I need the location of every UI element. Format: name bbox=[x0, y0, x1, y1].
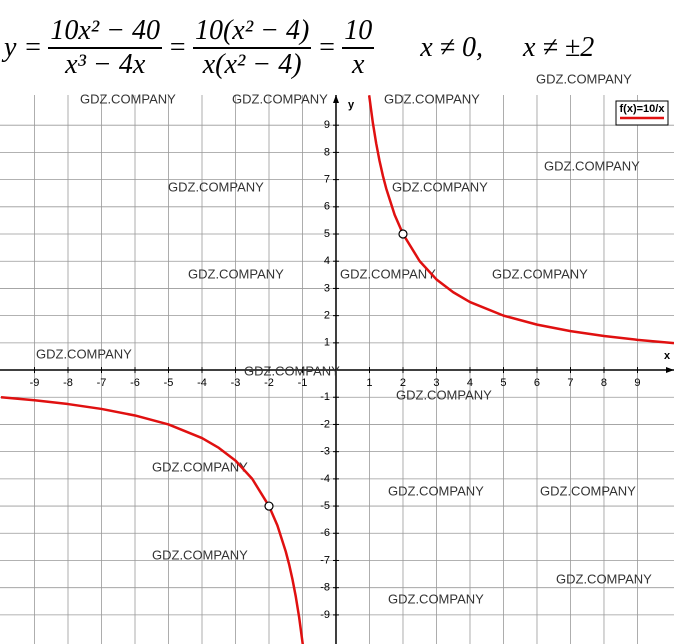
formula-lhs: y = bbox=[4, 32, 43, 63]
watermark: GDZ.COMPANY bbox=[152, 547, 248, 562]
x-tick-label: -5 bbox=[164, 377, 174, 389]
y-tick-label: -2 bbox=[320, 418, 330, 430]
formula: y = 10x² − 40 x³ − 4x = 10(x² − 4) x(x² − … bbox=[4, 4, 594, 92]
x-tick-label: -1 bbox=[298, 377, 308, 389]
y-tick-label: -8 bbox=[320, 582, 330, 594]
watermark: GDZ.COMPANY bbox=[396, 387, 492, 402]
watermark: GDZ.COMPANY bbox=[540, 483, 636, 498]
watermark: GDZ.COMPANY bbox=[168, 179, 264, 194]
x-tick-label: 3 bbox=[433, 377, 439, 389]
x-tick-label: 5 bbox=[500, 377, 506, 389]
y-tick-label: 1 bbox=[324, 337, 330, 349]
x-tick-label: 6 bbox=[534, 377, 540, 389]
watermark: GDZ.COMPANY bbox=[388, 591, 484, 606]
watermark: GDZ.COMPANY bbox=[244, 363, 340, 378]
denominator: x bbox=[352, 49, 365, 80]
y-tick-label: 5 bbox=[324, 228, 330, 240]
fraction: 10 x bbox=[342, 15, 375, 81]
x-axis-label: x bbox=[664, 350, 671, 362]
x-tick-label: 4 bbox=[467, 377, 473, 389]
x-tick-label: 9 bbox=[634, 377, 640, 389]
watermark: GDZ.COMPANY bbox=[388, 483, 484, 498]
x-tick-label: 7 bbox=[567, 377, 573, 389]
equals: = bbox=[317, 32, 337, 63]
y-tick-label: -1 bbox=[320, 391, 330, 403]
x-tick-label: -3 bbox=[231, 377, 241, 389]
x-tick-label: -4 bbox=[197, 377, 207, 389]
y-tick-label: 6 bbox=[324, 201, 330, 213]
y-tick-label: -6 bbox=[320, 527, 330, 539]
y-axis-label: y bbox=[348, 99, 355, 111]
legend-label: f(x)=10/x bbox=[620, 103, 666, 115]
condition: x ≠ 0, bbox=[420, 32, 484, 63]
numerator: 10(x² − 4) bbox=[192, 15, 312, 49]
watermark: GDZ.COMPANY bbox=[536, 71, 632, 86]
numerator: 10 bbox=[342, 15, 375, 49]
x-tick-label: -9 bbox=[30, 377, 40, 389]
y-tick-label: 8 bbox=[324, 146, 330, 158]
watermark: GDZ.COMPANY bbox=[36, 346, 132, 361]
numerator: 10x² − 40 bbox=[48, 15, 163, 49]
y-tick-label: 3 bbox=[324, 282, 330, 294]
denominator: x³ − 4x bbox=[65, 49, 146, 80]
fraction: 10(x² − 4) x(x² − 4) bbox=[192, 15, 312, 81]
watermark: GDZ.COMPANY bbox=[392, 179, 488, 194]
y-tick-label: -9 bbox=[320, 609, 330, 621]
watermark: GDZ.COMPANY bbox=[188, 266, 284, 281]
y-tick-label: -5 bbox=[320, 500, 330, 512]
fraction: 10x² − 40 x³ − 4x bbox=[48, 15, 163, 81]
y-tick-label: 2 bbox=[324, 310, 330, 322]
condition: x ≠ ±2 bbox=[523, 32, 595, 63]
watermark: GDZ.COMPANY bbox=[556, 571, 652, 586]
hole bbox=[398, 229, 408, 239]
x-tick-label: 1 bbox=[366, 377, 372, 389]
watermark: GDZ.COMPANY bbox=[232, 91, 328, 106]
y-tick-label: 4 bbox=[324, 255, 330, 267]
watermark: GDZ.COMPANY bbox=[152, 459, 248, 474]
y-tick-label: -7 bbox=[320, 554, 330, 566]
x-tick-label: 2 bbox=[400, 377, 406, 389]
y-tick-label: 9 bbox=[324, 119, 330, 131]
x-tick-label: -2 bbox=[264, 377, 274, 389]
denominator: x(x² − 4) bbox=[202, 49, 302, 80]
y-tick-label: -3 bbox=[320, 446, 330, 458]
x-tick-label: -6 bbox=[130, 377, 140, 389]
watermark: GDZ.COMPANY bbox=[544, 158, 640, 173]
x-tick-label: -7 bbox=[97, 377, 107, 389]
axis-arrow bbox=[666, 367, 674, 374]
equals: = bbox=[168, 32, 187, 63]
axis-arrow bbox=[332, 95, 339, 103]
watermark: GDZ.COMPANY bbox=[384, 91, 480, 106]
y-tick-label: -4 bbox=[320, 473, 330, 485]
y-tick-label: 7 bbox=[324, 174, 330, 186]
hole bbox=[264, 501, 274, 511]
watermark: GDZ.COMPANY bbox=[340, 266, 436, 281]
curve bbox=[0, 95, 674, 644]
legend-box bbox=[615, 100, 669, 126]
x-tick-label: 8 bbox=[601, 377, 607, 389]
watermark: GDZ.COMPANY bbox=[80, 91, 176, 106]
x-tick-label: -8 bbox=[63, 377, 73, 389]
watermark: GDZ.COMPANY bbox=[492, 266, 588, 281]
